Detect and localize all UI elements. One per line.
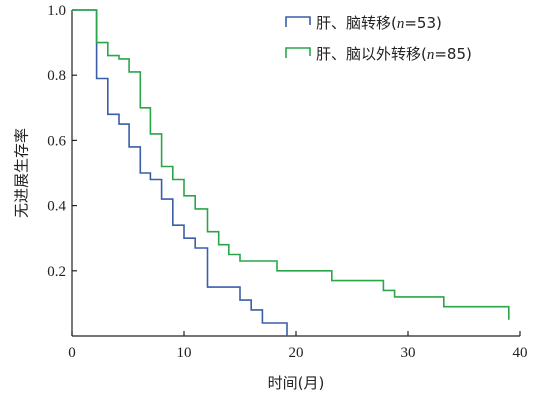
series-line-2 [72, 9, 510, 320]
x-axis-title: 时间(月) [268, 374, 325, 392]
series-layer [72, 9, 510, 336]
y-tick-label: 1.0 [47, 3, 66, 19]
legend-label-1: 肝、脑转移(n=53) [316, 14, 442, 32]
y-tick-label: 0.8 [47, 68, 66, 84]
legend-swatch-1 [285, 16, 311, 27]
x-tick-label: 0 [68, 345, 76, 361]
legend-swatch-2 [285, 47, 311, 58]
y-tick-label: 0.6 [47, 133, 66, 149]
x-tick-label: 10 [177, 345, 192, 361]
y-axis-title: 无进展生存率 [13, 128, 31, 218]
y-tick-label: 0.2 [47, 264, 66, 280]
x-tick-label: 40 [513, 345, 528, 361]
y-ticks: 0.2 0.4 0.6 0.8 1.0 [47, 3, 77, 280]
y-tick-label: 0.4 [47, 199, 66, 215]
x-tick-label: 20 [289, 345, 304, 361]
x-tick-label: 30 [401, 345, 416, 361]
legend: 肝、脑转移(n=53) 肝、脑以外转移(n=85) [285, 14, 472, 63]
legend-label-2: 肝、脑以外转移(n=85) [316, 45, 472, 63]
x-ticks: 0 10 20 30 40 [68, 331, 528, 361]
series-line-1 [72, 9, 288, 336]
